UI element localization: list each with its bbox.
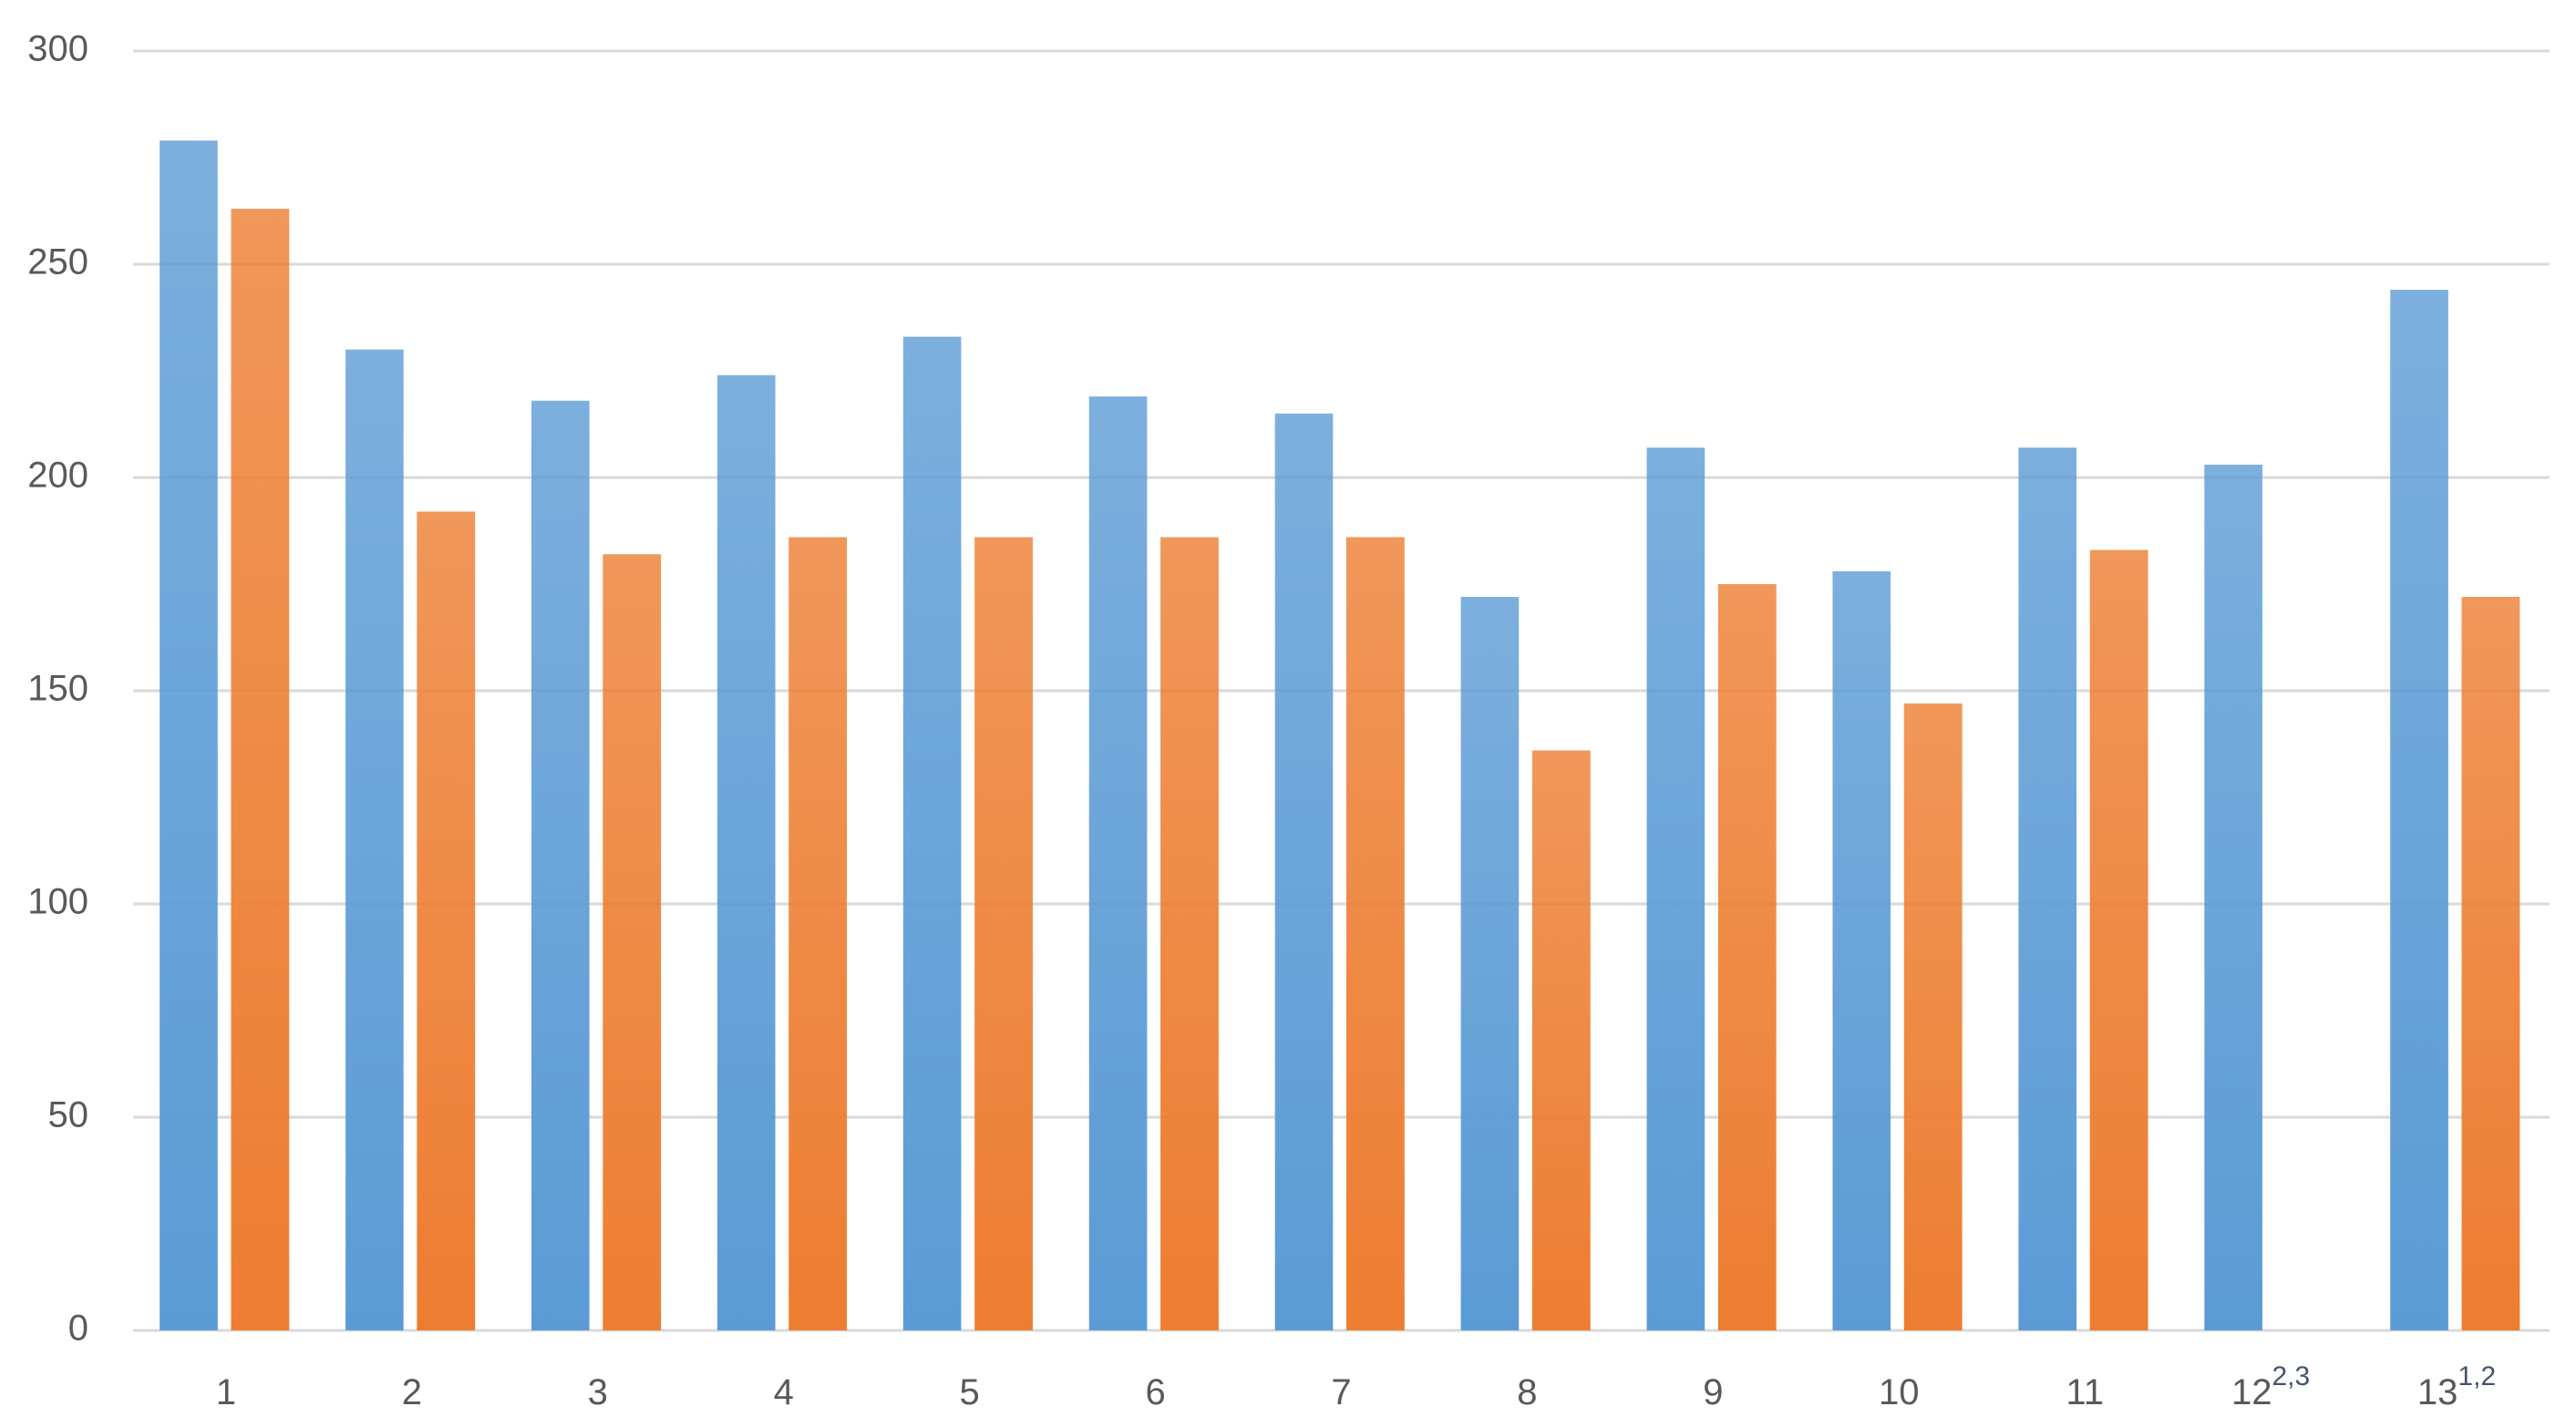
- x-tick-label: 9: [1703, 1372, 1723, 1412]
- category: 4: [774, 1372, 794, 1412]
- bar: [2204, 464, 2262, 1331]
- footnote-marker: 1,2: [2458, 1361, 2496, 1391]
- x-tick-label: 122,3: [2231, 1361, 2310, 1412]
- category: 6: [1145, 1372, 1165, 1412]
- bar: [1531, 750, 1591, 1330]
- x-tick-label: 2: [402, 1372, 422, 1412]
- bar: [1832, 570, 1891, 1330]
- bar: [716, 375, 776, 1331]
- category: 9: [1703, 1372, 1723, 1412]
- y-tick-label: 250: [27, 242, 88, 282]
- bar: [1717, 584, 1777, 1330]
- bar: [1346, 537, 1405, 1330]
- bar: [2461, 597, 2520, 1330]
- x-tick-label: 1: [216, 1372, 236, 1412]
- bar: [231, 209, 290, 1330]
- bar: [603, 554, 662, 1330]
- bar: [2089, 549, 2148, 1330]
- bar: [1088, 396, 1148, 1331]
- footnote-marker: 2,3: [2272, 1361, 2311, 1391]
- bar: [1274, 413, 1334, 1330]
- bar: [417, 511, 476, 1330]
- y-tick-label: 0: [68, 1309, 88, 1349]
- category: 2: [402, 1372, 422, 1412]
- category: 11: [2066, 1372, 2104, 1412]
- bar: [788, 537, 848, 1330]
- bar: [160, 140, 218, 1330]
- bar: [902, 336, 962, 1330]
- x-tick-label: 3: [588, 1372, 608, 1412]
- category: 5: [960, 1372, 980, 1412]
- bar: [2018, 447, 2077, 1330]
- x-tick-label: 7: [1331, 1372, 1351, 1412]
- x-tick-label: 4: [774, 1372, 794, 1412]
- bar: [1903, 703, 1963, 1330]
- category: 1: [216, 1372, 236, 1412]
- x-tick-label: 6: [1145, 1372, 1165, 1412]
- y-tick-label: 100: [27, 882, 88, 922]
- x-tick-label: 11: [2066, 1372, 2104, 1412]
- bar: [974, 537, 1033, 1330]
- x-tick-label: 10: [1879, 1372, 1920, 1412]
- y-tick-label: 50: [48, 1095, 89, 1135]
- y-tick-label: 200: [27, 456, 88, 496]
- category: 3: [588, 1372, 608, 1412]
- category: 12: [2231, 1372, 2272, 1412]
- x-tick-label: 131,2: [2417, 1361, 2496, 1412]
- category: 13: [2417, 1372, 2458, 1412]
- category: 8: [1517, 1372, 1537, 1412]
- bar: [1460, 597, 1520, 1330]
- y-tick-label: 150: [27, 669, 88, 709]
- bar: [345, 349, 404, 1331]
- bar: [2390, 290, 2448, 1331]
- category: 7: [1331, 1372, 1351, 1412]
- x-tick-label: 8: [1517, 1372, 1537, 1412]
- category: 10: [1879, 1372, 1920, 1412]
- x-tick-label: 5: [960, 1372, 980, 1412]
- y-tick-label: 300: [27, 29, 88, 69]
- bar: [531, 400, 590, 1330]
- bar: [1160, 537, 1219, 1330]
- bar: [1646, 447, 1705, 1330]
